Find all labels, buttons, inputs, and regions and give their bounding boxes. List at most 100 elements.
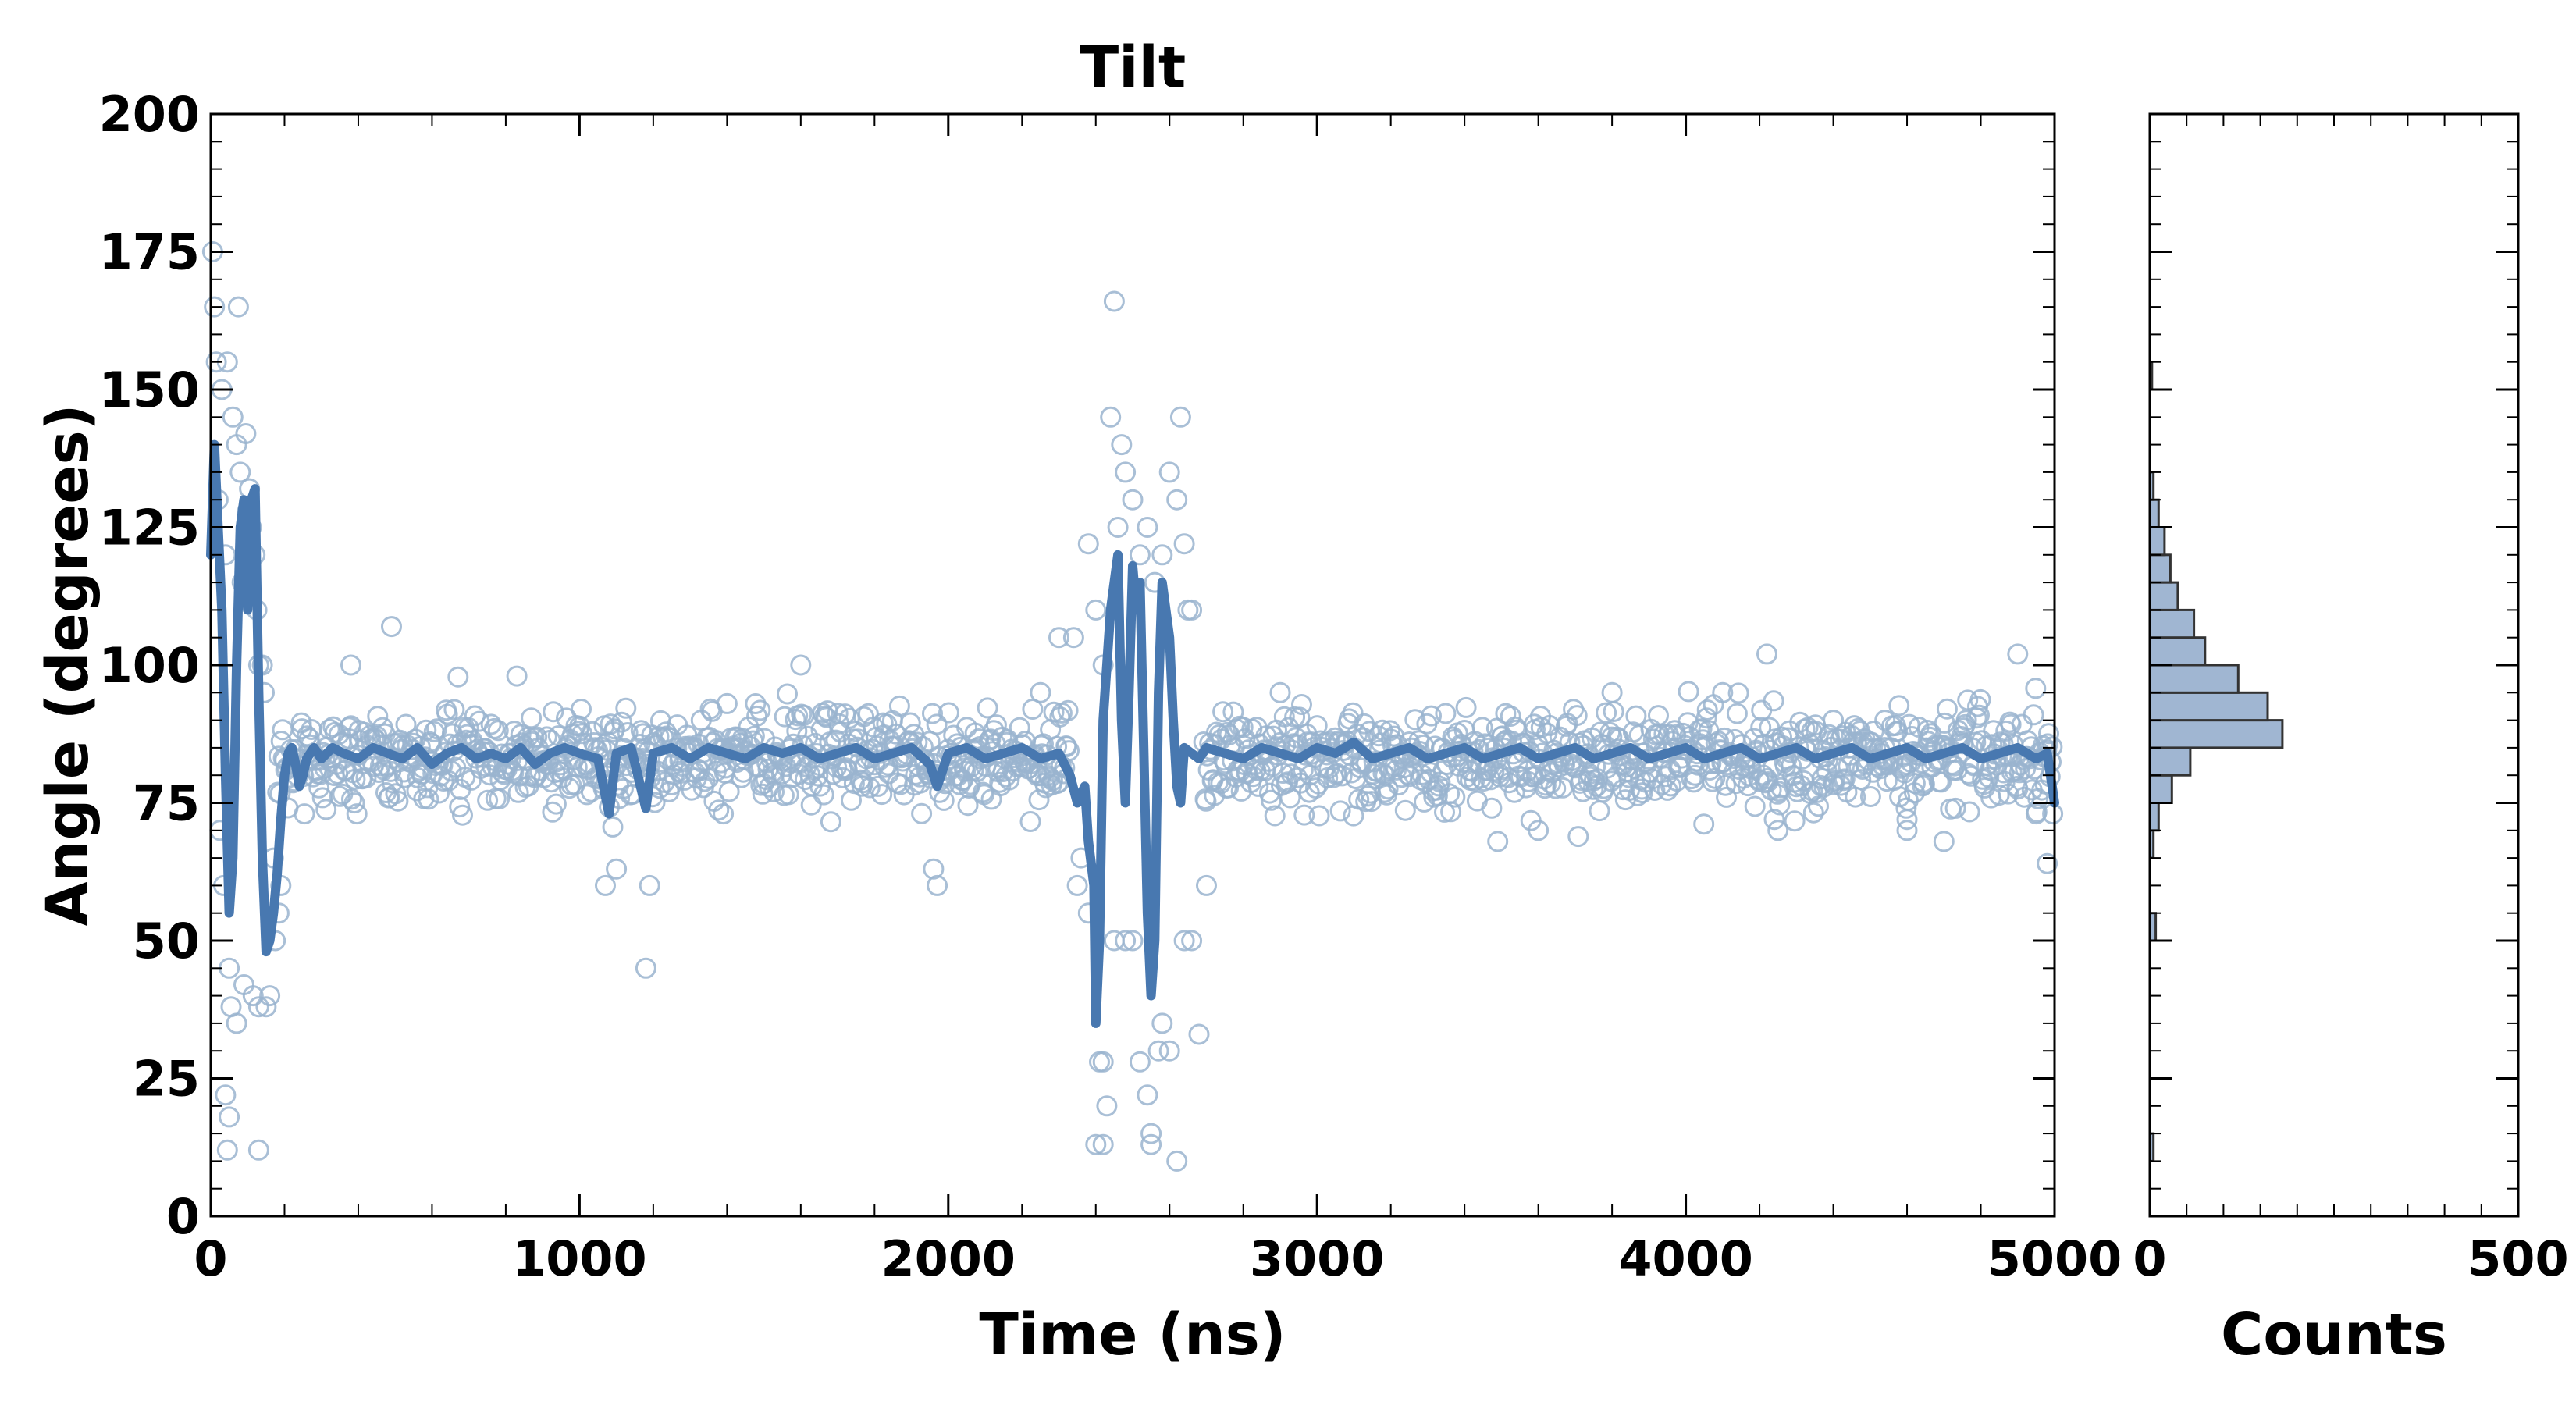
scatter-point [1269, 681, 1291, 703]
histogram-bar [2148, 664, 2240, 694]
scatter-point [507, 781, 529, 803]
scatter-point [859, 777, 881, 799]
scatter-point [777, 683, 798, 705]
scatter-point [595, 874, 616, 896]
scatter-point [229, 461, 251, 483]
histogram-bar [2148, 746, 2192, 777]
scatter-point [1232, 717, 1254, 738]
y-tick-label: 50 [133, 913, 200, 970]
scatter-point [1218, 777, 1240, 799]
scatter-point [1062, 627, 1084, 649]
scatter-point [1930, 771, 1952, 793]
scatter-point [699, 698, 721, 720]
scatter-point [447, 666, 469, 688]
scatter-point [1874, 710, 1896, 731]
scatter-point [1763, 690, 1784, 712]
scatter-point [1329, 800, 1351, 822]
scatter-point [1988, 785, 2010, 806]
scatter-point [1166, 1150, 1188, 1172]
scatter-point [1678, 681, 1699, 703]
scatter-point [1959, 801, 1980, 823]
scatter-point [1308, 805, 1330, 827]
histogram-ticks: 0 500 [2133, 112, 2569, 1287]
scatter-point [985, 714, 1007, 736]
scatter-point [1181, 930, 1203, 952]
scatter-point [1377, 778, 1399, 800]
scatter-point [1111, 434, 1133, 456]
scatter-point [1394, 799, 1416, 821]
scatter-point [1137, 517, 1158, 538]
scatter-point [1293, 804, 1315, 826]
scatter-point [443, 699, 465, 721]
scatter-point [1151, 1012, 1173, 1034]
scatter-point [957, 795, 979, 817]
scatter-point [1085, 1133, 1107, 1155]
scatter-point [857, 703, 879, 724]
scatter-point [1631, 782, 1653, 804]
scatter-point [1107, 517, 1129, 538]
scatter-point [2007, 643, 2029, 665]
scatter-point [1601, 726, 1623, 748]
scatter-point [1695, 707, 1717, 729]
scatter-point [718, 781, 740, 802]
scatter-point [219, 1106, 240, 1128]
scatter-point [204, 296, 226, 318]
scatter-point [222, 406, 244, 428]
histogram-bar [2148, 719, 2284, 749]
y-tick-label: 200 [99, 86, 200, 143]
y-tick-label: 150 [99, 361, 200, 418]
scatter-point [1158, 461, 1180, 483]
scatter-point [1305, 777, 1326, 799]
scatter-point [521, 707, 543, 729]
scatter-point [635, 957, 656, 979]
scatter-point [1140, 1133, 1162, 1155]
scatter-point [841, 789, 862, 811]
scatter-point [1404, 709, 1426, 731]
scatter-point [1147, 1040, 1169, 1062]
scatter-point [606, 858, 628, 880]
scatter-point [1850, 769, 1872, 791]
scatter-point [1181, 599, 1203, 621]
scatter-point [611, 711, 632, 733]
scatter-point [1696, 699, 1718, 721]
scatter-point [911, 802, 933, 824]
scatter-point [340, 654, 361, 676]
scatter-point [743, 725, 765, 747]
y-tick-label: 125 [99, 500, 200, 557]
scatter-point [933, 789, 955, 811]
scatter-point [1545, 777, 1567, 799]
scatter-point [477, 789, 499, 811]
scatter-point [1291, 694, 1312, 715]
scatter-point [1273, 706, 1295, 728]
scatter-point [1859, 786, 1881, 807]
scatter-point [1969, 688, 1991, 710]
scatter-point [1876, 770, 1898, 792]
scatter-point [708, 799, 730, 821]
scatter-point [602, 816, 624, 838]
scatter-point [2037, 852, 2058, 874]
scatter-point [922, 703, 943, 724]
scatter-point [480, 713, 502, 735]
scatter-point [871, 784, 893, 806]
scatter-point [308, 777, 330, 799]
scatter-point [367, 706, 389, 728]
scatter-point [2025, 678, 2047, 699]
scatter-point [1969, 704, 1990, 726]
scatter-point [1085, 599, 1107, 621]
scatter-point [888, 695, 910, 717]
scatter-point [1331, 765, 1353, 787]
scatter-point [1802, 802, 1824, 824]
scatter-point [1259, 782, 1280, 804]
scatter-point [1888, 695, 1910, 717]
scatter-point [543, 701, 564, 723]
scatter-point [1784, 810, 1806, 832]
scatter-point [1057, 699, 1079, 721]
scatter-point [1440, 801, 1462, 823]
scatter-point [1188, 1023, 1210, 1045]
scatter-point [571, 699, 592, 720]
scatter-point [311, 787, 333, 809]
scatter-point [1092, 1051, 1114, 1073]
scatter-point [259, 985, 281, 1007]
scatter-point [763, 781, 785, 802]
scatter-point [1703, 694, 1724, 716]
